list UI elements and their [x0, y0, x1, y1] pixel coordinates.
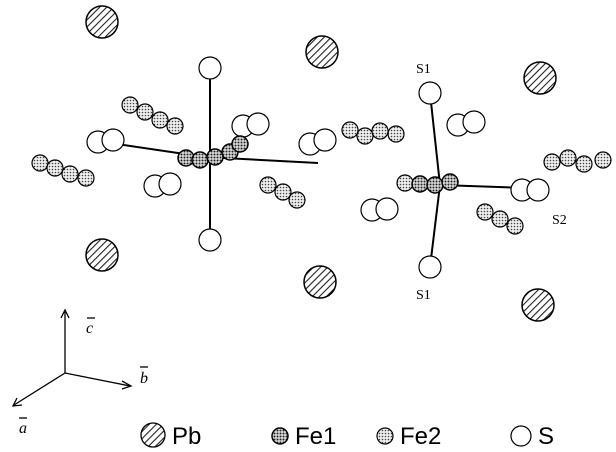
legend-swatch	[376, 427, 394, 445]
atom-fe1	[231, 135, 249, 153]
legend-label: S	[538, 423, 554, 450]
atom-fe2	[77, 169, 95, 187]
bond	[429, 92, 441, 186]
atom-pb	[523, 61, 557, 95]
atom-s	[418, 81, 442, 105]
atom-fe2	[31, 154, 49, 172]
atom-s	[418, 255, 442, 279]
atom-fe2	[341, 121, 359, 139]
legend: Pb Fe1 Fe2 S	[140, 422, 554, 450]
atom-pb	[303, 265, 337, 299]
arrow	[11, 397, 23, 407]
atom-fe2	[396, 174, 414, 192]
atom-s	[198, 56, 222, 80]
atom-fe2	[491, 210, 509, 228]
atom-pb	[85, 238, 119, 272]
atom-s	[246, 112, 270, 136]
atom-fe2	[371, 122, 389, 140]
atom-fe2	[575, 155, 593, 173]
bond	[429, 184, 441, 268]
atom-fe2	[594, 151, 612, 169]
atom-fe1	[206, 148, 224, 166]
atom-fe2	[61, 165, 79, 183]
legend-label: Fe2	[400, 423, 441, 450]
atom-fe2	[543, 153, 561, 171]
atom-pb	[521, 288, 555, 322]
legend-swatch	[140, 422, 166, 448]
atom-fe2	[476, 203, 494, 221]
atom-fe2	[274, 183, 292, 201]
atom-fe2	[559, 149, 577, 167]
legend-swatch	[510, 425, 532, 447]
arrow	[121, 380, 133, 390]
atom-s	[101, 128, 125, 152]
arrow	[60, 308, 70, 319]
atom-fe1	[191, 151, 209, 169]
atom-s	[462, 110, 486, 134]
axis-label: b	[140, 370, 148, 387]
atom-label: S1	[416, 62, 431, 77]
atom-pb	[85, 5, 119, 39]
atom-fe2	[136, 103, 154, 121]
atom-fe1	[441, 173, 459, 191]
axis-label: a	[19, 420, 27, 437]
atom-fe2	[259, 176, 277, 194]
bonds	[109, 68, 529, 268]
legend-label: Pb	[172, 423, 201, 450]
atom-label: S1	[416, 288, 431, 303]
legend-label: Fe1	[295, 423, 336, 450]
atom-pb	[305, 35, 339, 69]
atom-fe2	[506, 217, 524, 235]
atom-s	[375, 197, 399, 221]
atom-s	[313, 128, 337, 152]
atom-fe2	[121, 96, 139, 114]
atom-s	[526, 178, 550, 202]
atom-fe1	[426, 176, 444, 194]
legend-swatch	[271, 427, 289, 445]
atom-label: S2	[552, 213, 567, 228]
atom-s	[198, 228, 222, 252]
atom-fe2	[151, 111, 169, 129]
axis	[13, 372, 66, 406]
axes	[11, 308, 148, 419]
axis	[64, 372, 131, 387]
atom-fe2	[387, 125, 405, 143]
atom-fe1	[411, 175, 429, 193]
atom-fe2	[288, 191, 306, 209]
atom-s	[158, 172, 182, 196]
atom-fe2	[356, 127, 374, 145]
atoms	[31, 5, 612, 322]
atom-fe2	[46, 159, 64, 177]
axis-label: c	[86, 320, 93, 337]
atom-fe2	[166, 117, 184, 135]
